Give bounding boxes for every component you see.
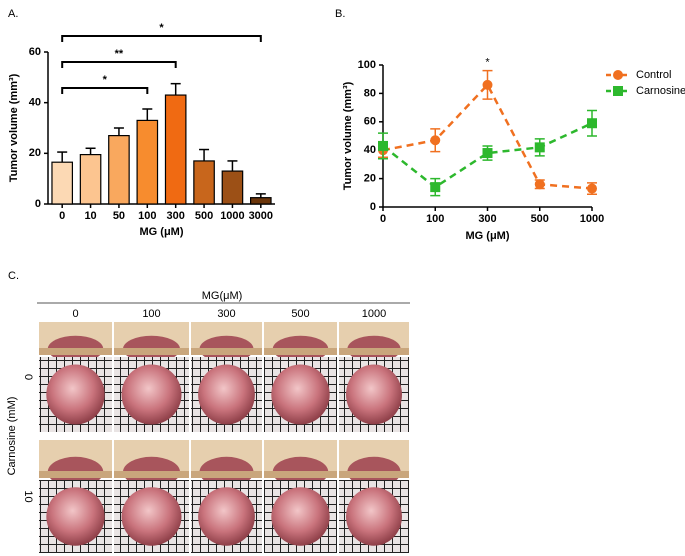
row-title: Carnosine (mM): [6, 397, 18, 476]
x-tick-label: 500: [531, 213, 549, 225]
point: [534, 179, 545, 190]
tumor-top: [198, 364, 255, 425]
bar: [108, 135, 130, 205]
x-tick-label: 100: [426, 213, 444, 225]
y-tick-label: 60: [29, 46, 41, 58]
legend-marker: [613, 70, 623, 80]
tumor-top: [121, 487, 182, 546]
tumor-top: [346, 364, 402, 425]
tumor-top: [198, 487, 255, 546]
tumor-top: [46, 487, 105, 546]
table-edge: [191, 471, 262, 478]
tumor-top: [271, 364, 330, 425]
column-label: 500: [291, 308, 309, 320]
column-label: 1000: [362, 308, 386, 320]
x-tick-label: 300: [478, 213, 496, 225]
y-axis-label: Tumor volume (mm³): [342, 81, 354, 190]
row-label: 0: [22, 374, 34, 380]
column-label: 100: [142, 308, 160, 320]
legend-label: Carnosine: [636, 85, 685, 97]
y-tick-label: 0: [370, 201, 376, 213]
significance-label: **: [115, 48, 124, 60]
bar: [51, 161, 74, 205]
table-edge: [39, 471, 112, 478]
tumor-top: [121, 364, 182, 425]
x-tick-label: 10: [84, 210, 96, 222]
bar: [164, 94, 187, 205]
annotation: *: [485, 57, 490, 69]
legend-label: Control: [636, 69, 671, 81]
table-edge: [339, 471, 409, 478]
y-tick-label: 80: [364, 87, 376, 99]
significance-label: *: [159, 22, 164, 34]
bar: [221, 170, 244, 205]
x-tick-label: 50: [113, 210, 125, 222]
column-label: 300: [217, 308, 235, 320]
x-tick-label: 1000: [220, 210, 244, 222]
tumor-top: [271, 487, 330, 546]
significance-label: *: [103, 74, 108, 86]
bar: [249, 197, 272, 205]
point: [430, 135, 441, 146]
panel-label: B.: [335, 8, 345, 20]
significance-bracket: [61, 61, 177, 68]
panel-label: C.: [8, 270, 19, 282]
x-axis-label: MG (μM): [140, 226, 184, 238]
tumor-top: [346, 487, 402, 546]
y-tick-label: 0: [35, 198, 41, 210]
y-axis-label: Tumor volume (mm³): [8, 73, 20, 182]
table-edge: [114, 348, 189, 355]
table-edge: [191, 348, 262, 355]
point: [587, 118, 597, 129]
x-tick-label: 1000: [580, 213, 604, 225]
row-label: 10: [22, 490, 34, 502]
point: [482, 79, 493, 90]
y-tick-label: 40: [364, 144, 376, 156]
point: [534, 142, 545, 153]
point: [482, 148, 493, 159]
y-tick-label: 20: [29, 147, 41, 159]
bar: [79, 154, 102, 205]
panel-label: A.: [8, 8, 18, 20]
x-tick-label: 3000: [249, 210, 273, 222]
column-title: MG(μM): [202, 290, 243, 302]
bar: [193, 160, 215, 205]
table-edge: [339, 348, 409, 355]
tumor-top: [46, 364, 105, 425]
table-edge: [39, 348, 112, 355]
legend-marker: [613, 86, 623, 96]
table-edge: [264, 471, 337, 478]
significance-bracket: [61, 35, 262, 42]
point: [378, 140, 388, 151]
y-tick-label: 60: [364, 116, 376, 128]
y-tick-label: 40: [29, 97, 41, 109]
x-tick-label: 500: [195, 210, 213, 222]
table-edge: [114, 471, 189, 478]
x-tick-label: 300: [167, 210, 185, 222]
y-tick-label: 20: [364, 173, 376, 185]
x-tick-label: 0: [59, 210, 65, 222]
point: [430, 182, 441, 193]
column-label: 0: [72, 308, 78, 320]
significance-bracket: [61, 87, 149, 94]
point: [587, 183, 597, 194]
x-tick-label: 100: [138, 210, 156, 222]
y-tick-label: 100: [358, 59, 376, 71]
x-tick-label: 0: [380, 213, 386, 225]
x-axis-label: MG (μM): [466, 230, 510, 242]
table-edge: [264, 348, 337, 355]
bar: [136, 119, 159, 205]
